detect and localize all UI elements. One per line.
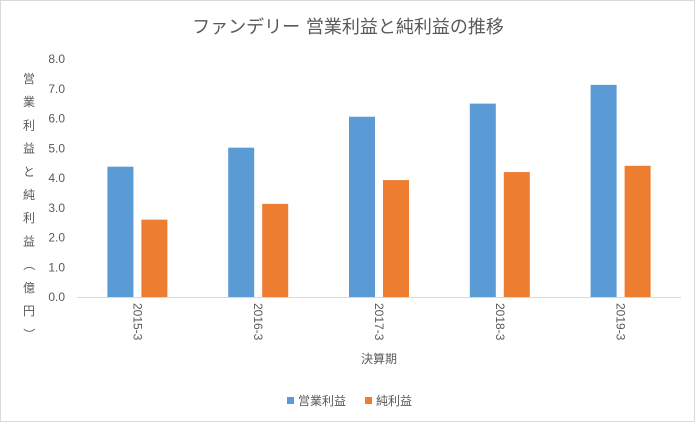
bar-純利益-2016-3 [262,203,289,297]
x-tick-label: 2015-3 [130,303,144,341]
x-tick-label: 2017-3 [372,303,386,341]
x-axis-ticks: 2015-3 2016-3 2017-3 2018-3 2019-3 [130,303,627,341]
bar-純利益-2019-3 [624,165,651,297]
y-axis-title-char: 円 [23,304,35,318]
y-tick-label: 0.0 [48,290,65,304]
y-axis-title-char: 益 [23,234,35,248]
legend-label: 純利益 [376,394,412,408]
y-tick-label: 4.0 [48,171,65,185]
bar-営業利益-2015-3 [107,166,134,297]
y-axis-title-char: （ [22,259,36,271]
y-axis-title-char: 利 [23,118,35,132]
y-axis-title-char: ） [22,328,36,340]
y-axis-title-char: 益 [23,142,35,156]
y-tick-label: 3.0 [48,201,65,215]
y-axis-title-char: 業 [23,95,35,109]
x-tick-label: 2016-3 [251,303,265,341]
y-tick-label: 1.0 [48,260,65,274]
bar-純利益-2017-3 [383,180,409,297]
x-axis-title: 決算期 [361,351,397,366]
y-axis-title: 営業利益と純利益（億円） [22,72,36,340]
y-axis-title-char: と [23,165,35,179]
y-axis-title-char: 純 [23,188,35,202]
legend-label: 営業利益 [298,394,346,408]
bar-純利益-2018-3 [503,172,530,297]
y-tick-label: 2.0 [48,231,65,245]
y-tick-label: 5.0 [48,141,65,155]
bar-営業利益-2018-3 [469,103,496,297]
bar-営業利益-2016-3 [228,147,255,297]
x-tick-label: 2019-3 [614,303,628,341]
y-tick-label: 7.0 [48,82,65,96]
bar-営業利益-2019-3 [590,84,617,297]
bar-営業利益-2017-3 [349,116,375,297]
chart-title: ファンデリー 営業利益と純利益の推移 [192,17,504,38]
bars [107,84,651,297]
y-tick-label: 8.0 [48,52,65,66]
x-tick-label: 2018-3 [493,303,507,341]
legend-swatch-純利益 [365,397,372,404]
y-axis-title-char: 億 [23,281,35,295]
y-axis-ticks: 0.0 1.0 2.0 3.0 4.0 5.0 6.0 7.0 8.0 [48,52,65,304]
y-axis-title-char: 営 [23,72,35,86]
y-tick-label: 6.0 [48,112,65,126]
y-axis-title-char: 利 [23,211,35,225]
bar-純利益-2015-3 [141,219,168,297]
legend-swatch-営業利益 [287,397,294,404]
legend: 営業利益 純利益 [287,394,412,408]
